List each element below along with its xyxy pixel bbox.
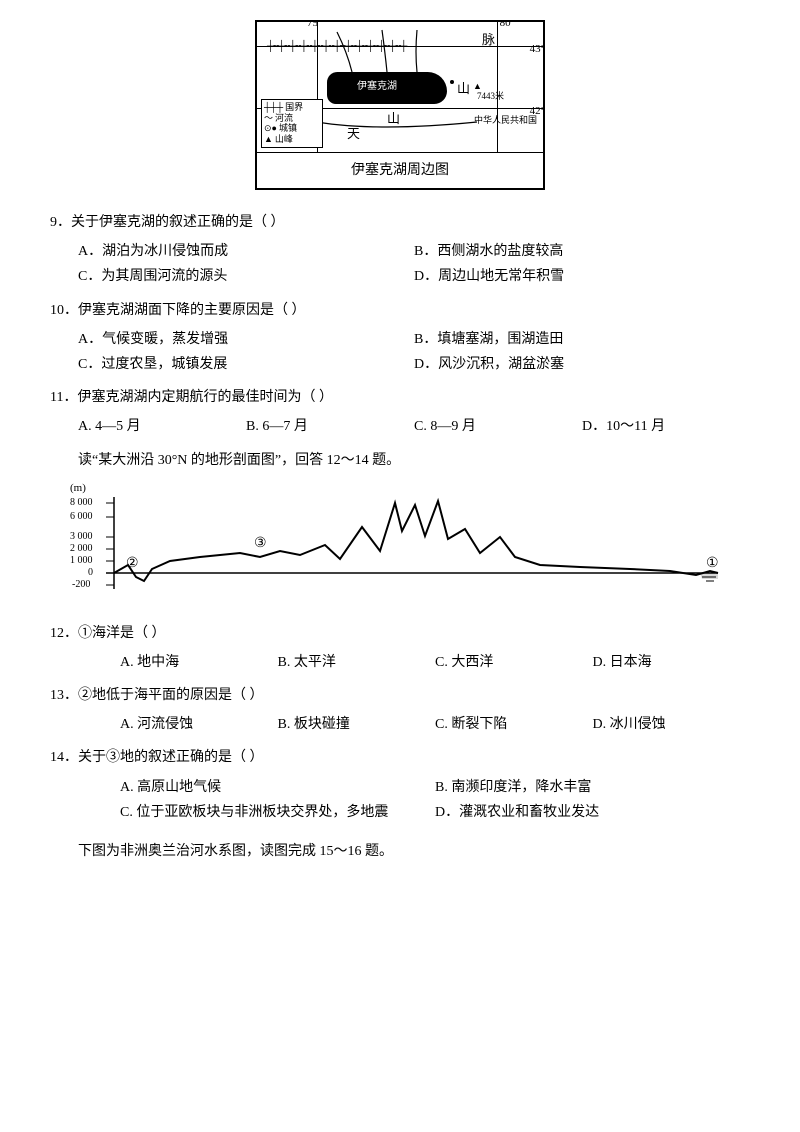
q13-opt-a[interactable]: A. 河流侵蚀 xyxy=(120,712,278,737)
marker-2: ② xyxy=(126,556,139,571)
q14-opt-b[interactable]: B. 南濒印度洋，降水丰富 xyxy=(435,775,750,800)
ytick-2000: 2 000 xyxy=(70,543,93,554)
ytick-6000: 6 000 xyxy=(70,511,93,522)
q9-opt-b[interactable]: B．西侧湖水的盐度较高 xyxy=(414,239,750,264)
legend-peak-sym: ▲ xyxy=(264,134,273,145)
marker-1: ① xyxy=(706,556,719,571)
marker-3: ③ xyxy=(254,536,267,551)
ytick-1000: 1 000 xyxy=(70,555,93,566)
q12-opt-c[interactable]: C. 大西洋 xyxy=(435,650,593,675)
q13-opt-b[interactable]: B. 板块碰撞 xyxy=(278,712,436,737)
q14-options: A. 高原山地气候 B. 南濒印度洋，降水丰富 C. 位于亚欧板块与非洲板块交界… xyxy=(50,775,750,825)
legend-town-label: 城镇 xyxy=(279,123,297,134)
lake-label: 伊塞克湖 xyxy=(357,78,397,96)
map-figure: 75° 80° 43° 42° ┼╌┼╌┼╌┼╌┼╌┼╌┼╌┼╌┼╌┼╌┼╌┼╌… xyxy=(50,20,750,190)
q12-options: A. 地中海 B. 太平洋 C. 大西洋 D. 日本海 xyxy=(50,650,750,675)
passage-3: 下图为非洲奥兰治河水系图，读图完成 15～16 题。 xyxy=(78,839,750,864)
ytick-8000: 8 000 xyxy=(70,497,93,508)
q9-opt-d[interactable]: D．周边山地无常年积雪 xyxy=(414,264,750,289)
q14-opt-c[interactable]: C. 位于亚欧板块与非洲板块交界处，多地震 xyxy=(120,800,435,825)
q14-opt-d[interactable]: D．灌溉农业和畜牧业发达 xyxy=(435,800,750,825)
q14-opt-a[interactable]: A. 高原山地气候 xyxy=(120,775,435,800)
q10-options: A．气候变暖，蒸发增强 B．填塘塞湖，围湖造田 C．过度农垦，城镇发展 D．风沙… xyxy=(50,327,750,377)
map-box: 75° 80° 43° 42° ┼╌┼╌┼╌┼╌┼╌┼╌┼╌┼╌┼╌┼╌┼╌┼╌… xyxy=(255,20,545,190)
exam-page: 75° 80° 43° 42° ┼╌┼╌┼╌┼╌┼╌┼╌┼╌┼╌┼╌┼╌┼╌┼╌… xyxy=(0,0,800,1132)
q11-opt-c[interactable]: C. 8—9 月 xyxy=(414,414,582,439)
q10-opt-d[interactable]: D．风沙沉积，湖盆淤塞 xyxy=(414,352,750,377)
q10-opt-a[interactable]: A．气候变暖，蒸发增强 xyxy=(78,327,414,352)
q12-opt-b[interactable]: B. 太平洋 xyxy=(278,650,436,675)
q12-opt-d[interactable]: D. 日本海 xyxy=(593,650,751,675)
q11-opt-b[interactable]: B. 6—7 月 xyxy=(246,414,414,439)
ytick-3000: 3 000 xyxy=(70,531,93,542)
legend-border-label: 国界 xyxy=(285,102,303,113)
q9-opt-c[interactable]: C．为其周围河流的源头 xyxy=(78,264,414,289)
map-legend: ┼┼┼国界 ～河流 ⊙●城镇 ▲山峰 xyxy=(261,99,323,148)
q11-options: A. 4—5 月 B. 6—7 月 C. 8—9 月 D．10～11 月 xyxy=(50,414,750,439)
q11-opt-d[interactable]: D．10～11 月 xyxy=(582,414,750,439)
profile-figure: (m) 8 000 6 000 3 000 2 000 1 000 0 -200… xyxy=(70,481,730,611)
q10-opt-c[interactable]: C．过度农垦，城镇发展 xyxy=(78,352,414,377)
map-area: 75° 80° 43° 42° ┼╌┼╌┼╌┼╌┼╌┼╌┼╌┼╌┼╌┼╌┼╌┼╌… xyxy=(257,22,543,153)
q14-prompt: 14．关于③地的叙述正确的是（ ） xyxy=(50,745,750,770)
q12-opt-a[interactable]: A. 地中海 xyxy=(120,650,278,675)
ytick-neg200: -200 xyxy=(72,579,90,590)
passage-2: 读“某大洲沿 30°N 的地形剖面图”，回答 12～14 题。 xyxy=(78,448,750,473)
legend-peak: ▲山峰 xyxy=(264,134,320,145)
profile-svg: (m) 8 000 6 000 3 000 2 000 1 000 0 -200… xyxy=(70,481,730,611)
map-caption: 伊塞克湖周边图 xyxy=(257,153,543,189)
q10-prompt: 10．伊塞克湖湖面下降的主要原因是（ ） xyxy=(50,298,750,323)
legend-border: ┼┼┼国界 xyxy=(264,102,320,113)
q9-opt-a[interactable]: A．湖泊为冰川侵蚀而成 xyxy=(78,239,414,264)
q11-prompt: 11．伊塞克湖湖内定期航行的最佳时间为（ ） xyxy=(50,385,750,410)
legend-peak-label: 山峰 xyxy=(275,134,293,145)
y-label: (m) xyxy=(70,482,86,494)
legend-town-sym: ⊙● xyxy=(264,123,277,134)
q9-prompt: 9．关于伊塞克湖的叙述正确的是（ ） xyxy=(50,210,750,235)
legend-river-label: 河流 xyxy=(275,113,293,124)
legend-river-sym: ～ xyxy=(264,113,273,124)
legend-border-sym: ┼┼┼ xyxy=(264,102,283,113)
q9-options: A．湖泊为冰川侵蚀而成 B．西侧湖水的盐度较高 C．为其周围河流的源头 D．周边… xyxy=(50,239,750,289)
ytick-0: 0 xyxy=(88,567,93,578)
q13-options: A. 河流侵蚀 B. 板块碰撞 C. 断裂下陷 D. 冰川侵蚀 xyxy=(50,712,750,737)
legend-town: ⊙●城镇 xyxy=(264,123,320,134)
q13-prompt: 13．②地低于海平面的原因是（ ） xyxy=(50,683,750,708)
q13-opt-d[interactable]: D. 冰川侵蚀 xyxy=(593,712,751,737)
q13-opt-c[interactable]: C. 断裂下陷 xyxy=(435,712,593,737)
q11-opt-a[interactable]: A. 4—5 月 xyxy=(78,414,246,439)
q12-prompt: 12．①海洋是（ ） xyxy=(50,621,750,646)
legend-river: ～河流 xyxy=(264,113,320,124)
q10-opt-b[interactable]: B．填塘塞湖，围湖造田 xyxy=(414,327,750,352)
